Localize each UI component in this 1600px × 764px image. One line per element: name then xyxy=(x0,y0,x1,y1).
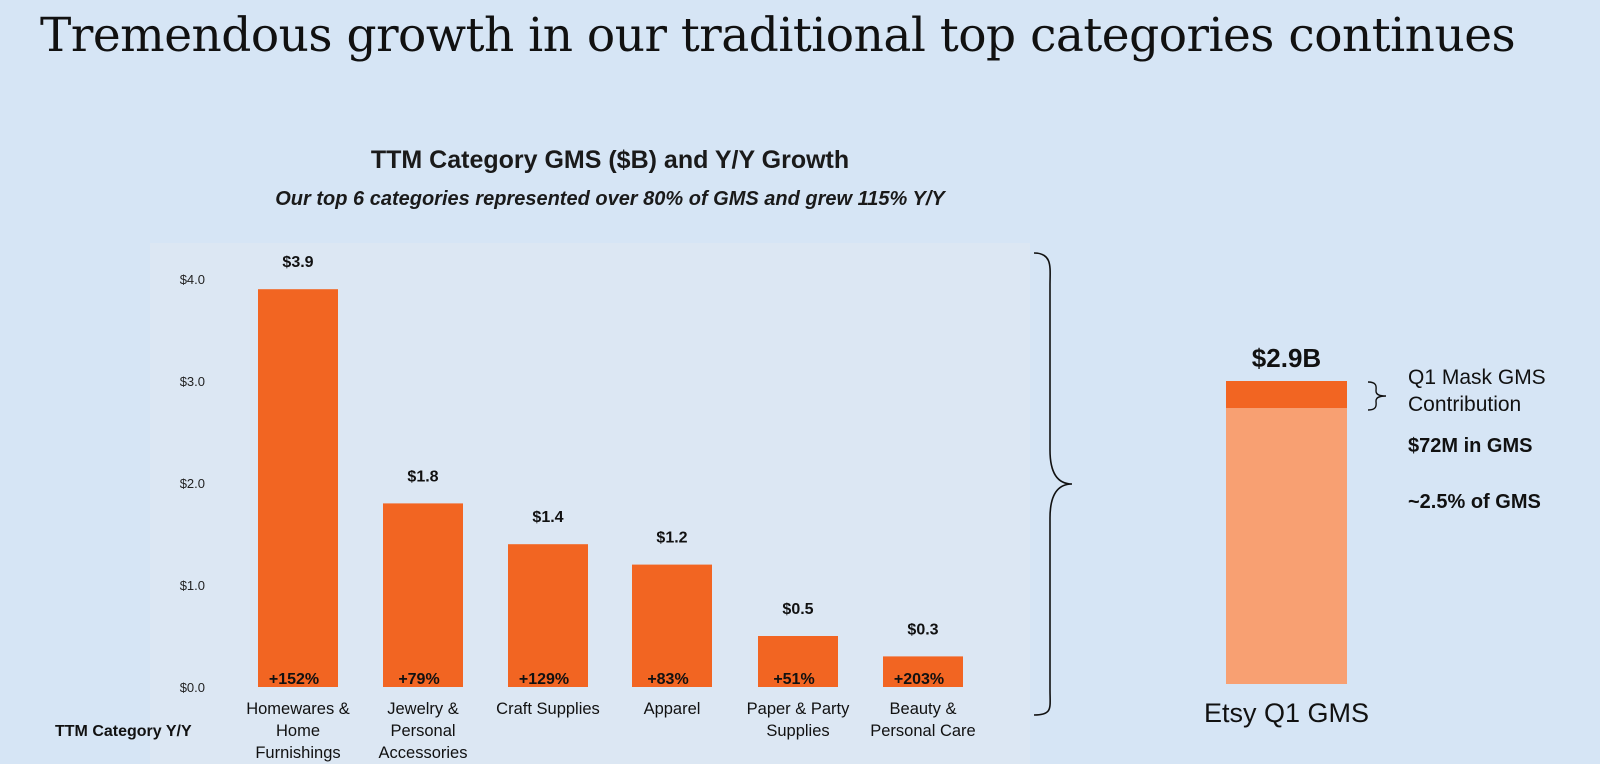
bar-4 xyxy=(632,564,712,687)
growth-label: +79% xyxy=(398,671,439,688)
bar-value-label: $1.8 xyxy=(407,468,438,485)
bar-value-label: $1.4 xyxy=(532,509,563,526)
category-label: Jewelry & Personal Accessories xyxy=(379,700,468,762)
category-label: Beauty & Personal Care xyxy=(870,700,975,740)
category-label: Apparel xyxy=(644,700,701,718)
mask-segment-brace xyxy=(1367,381,1387,411)
growth-label: +129% xyxy=(519,671,569,688)
y-tick-label: $2.0 xyxy=(180,476,205,491)
bar-3 xyxy=(508,544,588,687)
category-label: Homewares & Home Furnishings xyxy=(246,700,350,762)
category-label: Craft Supplies xyxy=(496,700,600,718)
y-tick-label: $3.0 xyxy=(180,374,205,389)
y-tick-label: $0.0 xyxy=(180,680,205,695)
category-group-brace xyxy=(1033,252,1073,716)
chart-subtitle: Our top 6 categories represented over 80… xyxy=(275,188,945,210)
bar-value-label: $0.3 xyxy=(907,621,938,638)
growth-row-label: TTM Category Y/Y xyxy=(55,723,192,740)
mask-annotation-label: Q1 Mask GMS xyxy=(1408,366,1546,389)
growth-label: +51% xyxy=(773,671,814,688)
growth-label: +203% xyxy=(894,671,944,688)
chart-title: TTM Category GMS ($B) and Y/Y Growth xyxy=(370,146,850,174)
mask-gms-share: ~2.5% of GMS xyxy=(1408,491,1541,513)
etsy-gms-category-label: Etsy Q1 GMS xyxy=(1204,698,1369,728)
slide-title: Tremendous growth in our traditional top… xyxy=(40,8,1516,63)
bar-value-label: $3.9 xyxy=(282,254,313,271)
y-tick-label: $1.0 xyxy=(180,578,205,593)
y-tick-label: $4.0 xyxy=(180,272,205,287)
bar-1 xyxy=(258,289,338,687)
bar-6 xyxy=(883,656,963,687)
category-label: Paper & Party Supplies xyxy=(747,700,850,740)
growth-label: +83% xyxy=(647,671,688,688)
bar-value-label: $0.5 xyxy=(782,601,813,618)
mask-annotation-label: Contribution xyxy=(1408,393,1521,416)
bar-value-label: $1.2 xyxy=(656,530,687,547)
mask-gms-amount: $72M in GMS xyxy=(1408,435,1532,457)
etsy-gms-total-label: $2.9B xyxy=(1252,343,1321,373)
etsy-gms-other-segment xyxy=(1226,408,1347,684)
bar-2 xyxy=(383,503,463,687)
growth-label: +152% xyxy=(269,671,319,688)
mask-gms-segment xyxy=(1226,381,1347,409)
bar-5 xyxy=(758,636,838,687)
